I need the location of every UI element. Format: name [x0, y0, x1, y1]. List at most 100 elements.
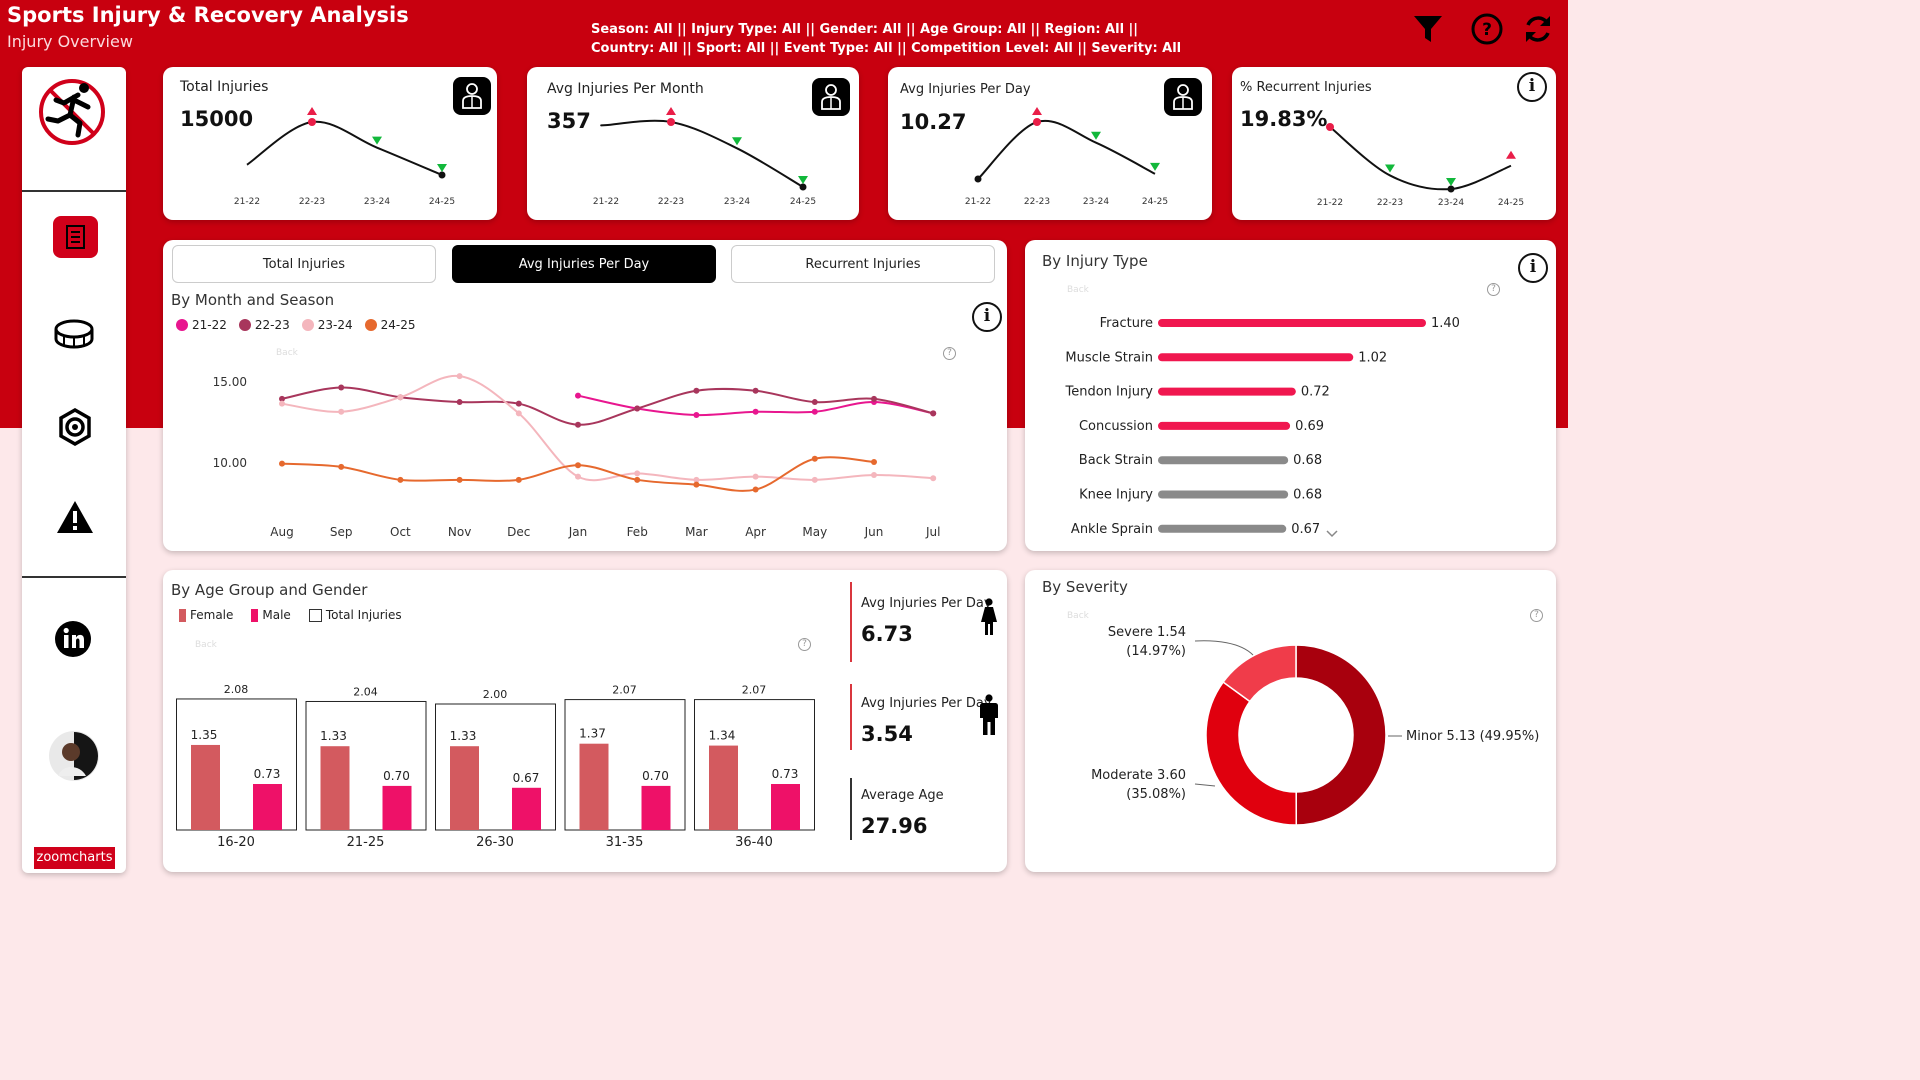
month-season-card: Total Injuries Avg Injuries Per Day Recu… [163, 240, 1007, 551]
x-tick-label: Dec [507, 525, 530, 539]
back-button[interactable]: Back [276, 348, 298, 358]
series-point-23-24 [752, 473, 759, 480]
sparkline-min-point [799, 183, 807, 191]
back-button[interactable]: Back [1067, 285, 1089, 295]
svg-text:?: ? [1482, 20, 1492, 40]
bar-category-label: Tendon Injury [1064, 385, 1153, 400]
tab-recurrent-injuries[interactable]: Recurrent Injuries [731, 245, 995, 283]
sparkline-max-point [667, 118, 675, 126]
stadium-icon[interactable] [54, 317, 94, 351]
sparkline-tick-label: 22-23 [658, 197, 684, 207]
series-point-23-24 [397, 394, 404, 401]
series-point-24-25 [693, 481, 700, 488]
back-button[interactable]: Back [1067, 611, 1089, 621]
series-point-23-24 [338, 408, 345, 415]
trend-down-icon [798, 176, 808, 184]
filter-summary: Season: All || Injury Type: All || Gende… [591, 20, 1191, 58]
donut-label-minor: Minor 5.13 (49.95%) [1406, 729, 1539, 744]
legend-item[interactable]: Total Injuries [308, 608, 402, 622]
donut-label-moderate-pct: (35.08%) [1126, 787, 1186, 802]
filter-icon[interactable] [1411, 12, 1445, 46]
kpi-sparkline: 21-22 22-23 23-24 24-25 [1317, 123, 1524, 208]
sparkline-max-point [308, 118, 316, 126]
x-tick-label: 31-35 [606, 835, 644, 850]
bar-category-label: Concussion [1079, 419, 1153, 434]
kpi-label: Avg Injuries Per Day [900, 82, 1031, 97]
series-point-24-25 [752, 486, 759, 493]
sparkline-path [1329, 126, 1512, 191]
help-icon[interactable]: ? [798, 638, 811, 651]
series-point-22-23 [752, 387, 759, 394]
filter-line-2: Country: All || Sport: All || Event Type… [591, 41, 1182, 56]
avatar[interactable] [48, 730, 100, 782]
info-icon[interactable]: i [1518, 253, 1548, 283]
sparkline-max-point [1326, 123, 1334, 131]
bar-value-label: 0.68 [1293, 488, 1322, 503]
stat-value: 3.54 [861, 722, 913, 746]
series-point-23-24 [871, 471, 877, 478]
female-value-label: 1.34 [709, 729, 736, 743]
info-icon[interactable]: i [1517, 72, 1547, 102]
tab-total-injuries[interactable]: Total Injuries [172, 245, 436, 283]
legend-item[interactable]: Female [179, 608, 233, 622]
series-point-22-23 [338, 384, 345, 391]
info-icon[interactable]: i [972, 302, 1002, 332]
male-value-label: 0.67 [513, 771, 540, 785]
back-button[interactable]: Back [195, 640, 217, 650]
kpi-value: 10.27 [900, 110, 967, 134]
runner-logo-icon[interactable] [34, 75, 110, 145]
female-bar [450, 746, 479, 830]
linkedin-icon[interactable] [54, 620, 92, 658]
legend-label: Female [190, 608, 234, 622]
legend-item[interactable]: 24-25 [364, 318, 416, 332]
trend-up-icon [666, 107, 676, 115]
help-icon[interactable]: ? [1487, 283, 1500, 296]
series-point-23-24 [575, 473, 581, 480]
leader-line [1194, 640, 1254, 656]
sidebar-divider [22, 576, 126, 578]
section-title: By Age Group and Gender [171, 581, 368, 599]
donut-slice-severe [1222, 644, 1297, 703]
sidebar-item-overview[interactable] [53, 216, 98, 258]
female-bar [709, 745, 738, 830]
series-point-23-24 [279, 400, 285, 407]
refresh-icon[interactable] [1521, 12, 1555, 46]
legend-swatch [308, 608, 322, 622]
y-tick-label: 10.00 [213, 456, 247, 470]
legend-item[interactable]: Male [251, 608, 291, 622]
sparkline-tick-label: 21-22 [234, 197, 260, 207]
gear-icon[interactable] [56, 408, 94, 446]
total-injuries-box [564, 699, 686, 831]
bar-ankle-sprain [1158, 524, 1287, 533]
bar-concussion [1158, 421, 1291, 430]
x-tick-label: Oct [390, 525, 411, 539]
kpi-label: % Recurrent Injuries [1240, 80, 1372, 95]
male-value-label: 0.70 [383, 769, 410, 783]
male-icon [980, 694, 998, 735]
help-icon[interactable]: ? [1530, 609, 1543, 622]
zoomcharts-badge[interactable]: zoomcharts [34, 847, 115, 869]
legend-item[interactable]: 23-24 [301, 318, 353, 332]
series-point-22-23 [456, 399, 463, 406]
series-point-22-23 [634, 405, 641, 412]
section-title: By Injury Type [1042, 252, 1148, 270]
series-line-23-24 [281, 374, 934, 482]
bar-category-label: Fracture [1100, 316, 1153, 331]
legend-swatch [179, 608, 186, 622]
help-icon[interactable]: ? [1470, 12, 1504, 46]
warning-icon[interactable] [55, 499, 95, 535]
tab-avg-injuries-per-day[interactable]: Avg Injuries Per Day [452, 245, 716, 283]
bar-muscle-strain [1158, 353, 1354, 362]
y-tick-label: 15.00 [213, 375, 247, 389]
chevron-down-icon[interactable] [1326, 530, 1338, 538]
bar-value-label: 0.67 [1291, 522, 1320, 537]
season-legend: 21-22 22-23 23-24 24-25 [176, 318, 416, 332]
help-icon[interactable]: ? [943, 347, 956, 360]
legend-item[interactable]: 21-22 [176, 318, 227, 332]
gender-legend: Female Male Total Injuries [179, 608, 402, 622]
sidebar: zoomcharts [22, 67, 126, 873]
legend-item[interactable]: 22-23 [238, 318, 290, 332]
legend-label: Total Injuries [325, 608, 402, 622]
male-value-label: 0.73 [772, 767, 799, 781]
sparkline-tick-label: 22-23 [1377, 198, 1403, 208]
